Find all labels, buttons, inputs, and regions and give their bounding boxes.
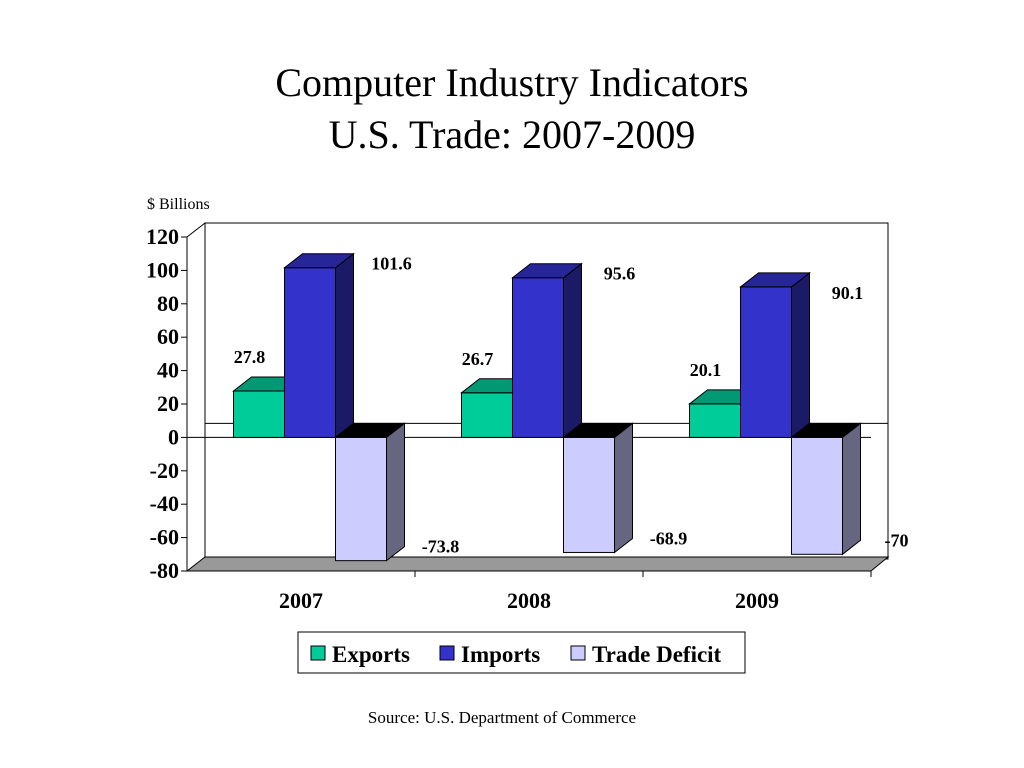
- bar-top: [511, 263, 583, 279]
- chart-title: Computer Industry Indicators: [275, 60, 749, 105]
- bar-side: [791, 271, 810, 439]
- bar-side: [563, 262, 582, 439]
- bar-top: [739, 272, 811, 288]
- bar-trade-deficit-2008: [562, 422, 634, 554]
- x-tick-label: 2008: [507, 588, 551, 613]
- legend-swatch: [570, 645, 586, 661]
- bar-imports-2009: [739, 271, 811, 439]
- bar-front: [740, 286, 792, 438]
- y-tick-label: -20: [150, 458, 179, 483]
- chart-subtitle: U.S. Trade: 2007-2009: [328, 112, 696, 157]
- y-tick-label: 20: [157, 391, 179, 416]
- x-axis-ticks: 2007 2008 2009: [279, 571, 872, 613]
- y-tick-label: -40: [150, 491, 179, 516]
- bar-front: [335, 436, 387, 562]
- legend-entry: Exports: [332, 642, 410, 667]
- bar-front: [461, 392, 513, 438]
- side-wall-edge: [186, 222, 206, 238]
- y-tick-label: 40: [157, 358, 179, 383]
- bar-front: [791, 436, 843, 555]
- bar-imports-2008: [511, 262, 583, 439]
- chart-floor: [185, 556, 890, 572]
- data-label: 27.8: [234, 347, 266, 367]
- legend: Exports Imports Trade Deficit: [297, 631, 746, 674]
- y-axis-ticks: 120 100 80 60 40 20 0 -20 -40 -60 -80: [146, 224, 187, 583]
- bar-side: [614, 422, 633, 554]
- bar-top: [790, 422, 862, 438]
- data-label: 95.6: [604, 264, 636, 284]
- legend-entry: Trade Deficit: [592, 642, 722, 667]
- bar-top: [334, 422, 406, 438]
- y-tick-label: 100: [146, 257, 179, 282]
- data-label: 20.1: [690, 360, 722, 380]
- data-label: -73.8: [422, 537, 460, 557]
- bar-trade-deficit-2007: [334, 422, 406, 562]
- y-tick-label: -60: [150, 525, 179, 550]
- bar-trade-deficit-2009: [790, 422, 862, 556]
- bar-side: [386, 422, 405, 562]
- y-tick-label: 80: [157, 291, 179, 316]
- x-tick-label: 2007: [279, 588, 323, 613]
- legend-box: [297, 631, 746, 674]
- chart-bars: [232, 252, 862, 562]
- bar-imports-2007: [283, 252, 355, 439]
- bar-top: [283, 253, 355, 269]
- y-tick-label: 0: [168, 424, 179, 449]
- bar-front: [689, 403, 741, 438]
- legend-swatch: [310, 645, 326, 661]
- data-label: -70: [885, 530, 909, 550]
- bar-side: [842, 422, 861, 556]
- bar-top: [562, 422, 634, 438]
- y-axis-label: $ Billions: [147, 196, 210, 213]
- legend-swatch: [439, 645, 455, 661]
- bar-front: [512, 277, 564, 438]
- bar-front: [233, 390, 285, 438]
- data-label: 26.7: [462, 349, 494, 369]
- y-tick-label: 120: [146, 224, 179, 249]
- bar-front: [284, 267, 336, 438]
- bar-front: [563, 436, 615, 553]
- data-label: 90.1: [832, 283, 864, 303]
- y-tick-label: -80: [150, 558, 179, 583]
- bar-side: [335, 252, 354, 439]
- data-label: 101.6: [371, 254, 412, 274]
- source-note: Source: U.S. Department of Commerce: [367, 708, 637, 727]
- data-label: -68.9: [650, 528, 688, 548]
- data-labels: 27.8 26.7 20.1 101.6 95.6 90.1 -73.8 -68.9 -70: [234, 254, 909, 557]
- x-tick-label: 2009: [735, 588, 779, 613]
- legend-entry: Imports: [461, 642, 540, 667]
- y-tick-label: 60: [157, 324, 179, 349]
